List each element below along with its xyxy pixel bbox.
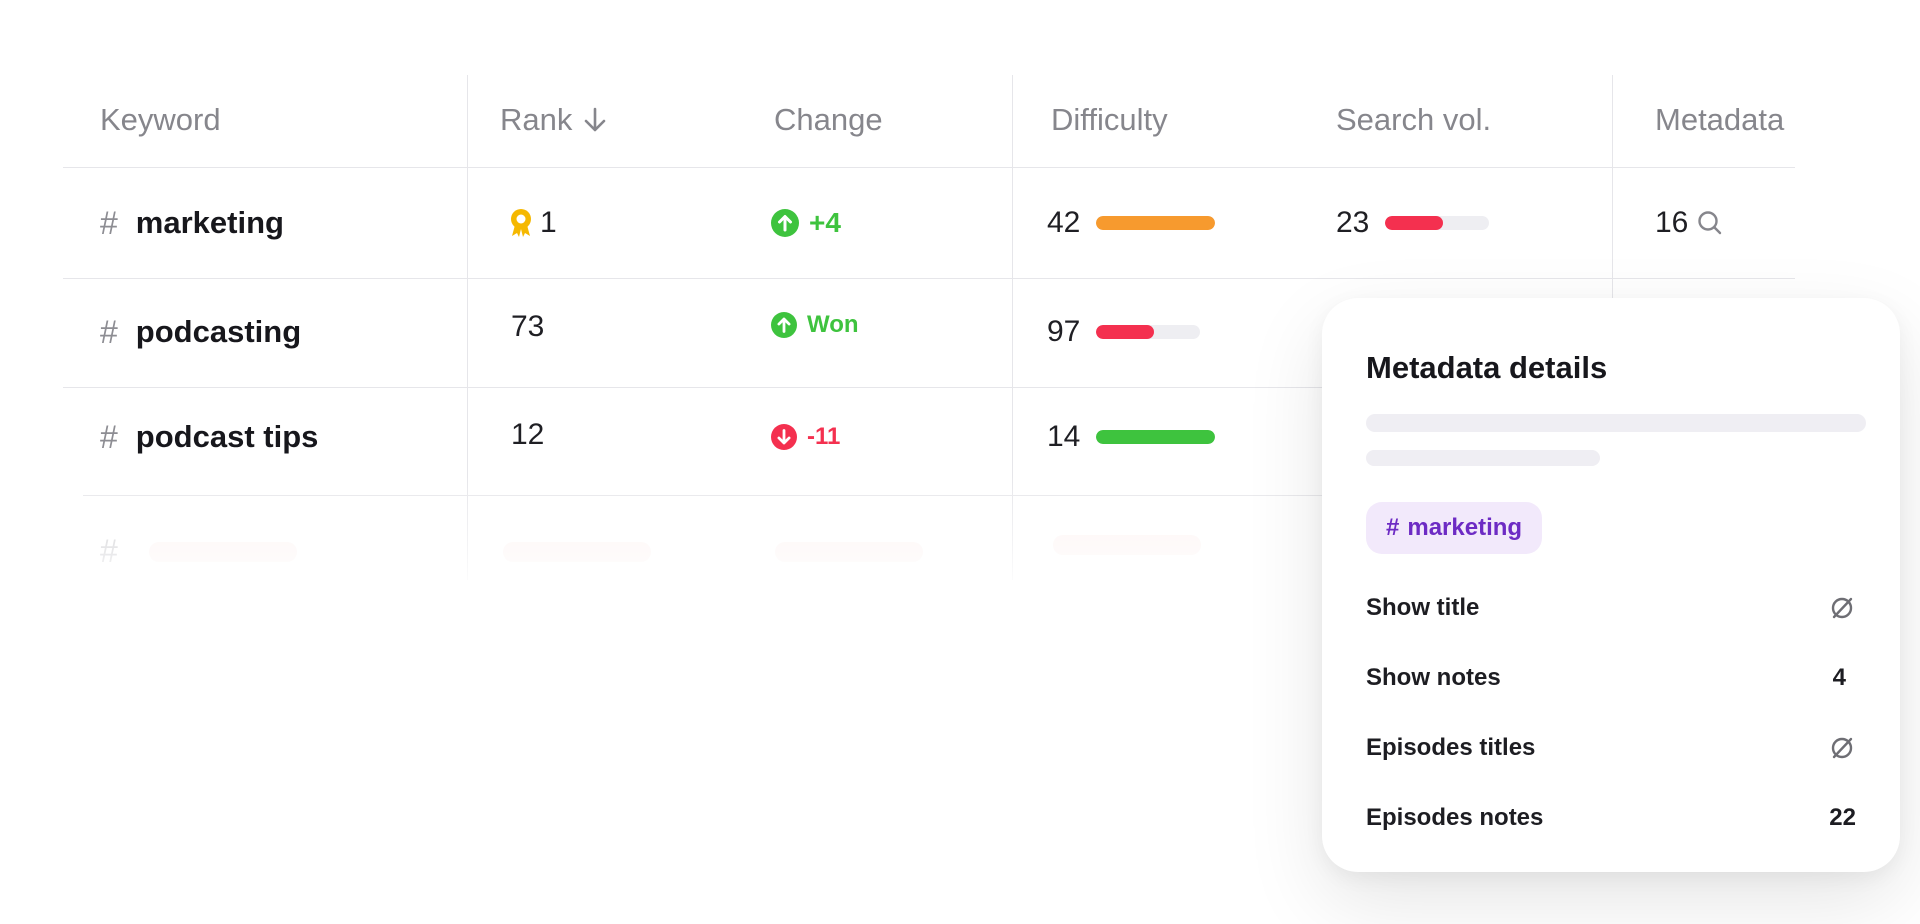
change-cell: -11 <box>771 417 840 457</box>
difficulty-value: 14 <box>1047 420 1081 453</box>
header-search-volume-label: Search vol. <box>1336 102 1492 137</box>
header-rank[interactable]: Rank <box>500 102 608 138</box>
metadata-value <box>1828 594 1856 622</box>
search-volume-value: 23 <box>1336 206 1370 239</box>
sort-down-arrow-icon[interactable] <box>582 105 608 135</box>
keyword-label: podcast tips <box>135 419 319 454</box>
metadata-value: 22 <box>1829 804 1856 831</box>
hash-icon: # <box>100 204 118 241</box>
panel-title: Metadata details <box>1366 350 1608 385</box>
difficulty-bar <box>1096 216 1216 230</box>
skeleton-line <box>1366 414 1866 432</box>
row-divider <box>63 387 1423 388</box>
header-metadata-label: Metadata <box>1655 102 1785 137</box>
arrow-up-circle-icon <box>771 312 797 338</box>
change-value: Won <box>807 311 859 338</box>
difficulty-cell: 14 <box>1047 417 1216 457</box>
change-value: -11 <box>807 423 841 450</box>
difficulty-bar <box>1096 325 1201 339</box>
skeleton-line <box>1366 450 1600 466</box>
keyword-tag-label: marketing <box>1407 514 1523 541</box>
difficulty-bar-fill <box>1096 216 1216 230</box>
search-volume-bar <box>1385 216 1490 230</box>
difficulty-value: 42 <box>1047 206 1081 239</box>
table-row-keyword[interactable]: # podcasting <box>100 312 301 352</box>
rank-value: 12 <box>511 418 545 451</box>
metadata-details-panel: Metadata details # marketing Show title … <box>1322 298 1900 872</box>
table-row-keyword[interactable]: # marketing <box>100 203 284 243</box>
change-cell: +4 <box>771 203 841 243</box>
rank-cell: 12 <box>511 415 544 455</box>
search-volume-cell: 23 <box>1336 203 1490 243</box>
metadata-row-show-notes: Show notes 4 <box>1366 658 1856 698</box>
row-divider <box>83 495 1423 496</box>
difficulty-cell: 97 <box>1047 312 1201 352</box>
header-change[interactable]: Change <box>774 102 883 138</box>
hash-icon: # <box>100 313 118 350</box>
metadata-cell[interactable]: 16 <box>1655 203 1724 243</box>
rank-value: 1 <box>540 206 557 239</box>
metadata-label: Show notes <box>1366 664 1501 691</box>
header-rank-label: Rank <box>500 102 573 137</box>
metadata-value: 16 <box>1655 206 1689 239</box>
header-change-label: Change <box>774 102 883 137</box>
column-divider <box>1012 75 1013 580</box>
difficulty-bar-fill <box>1096 325 1154 339</box>
row-divider <box>63 278 1795 279</box>
skeleton-placeholder <box>149 542 297 562</box>
metadata-row-episodes-notes: Episodes notes 22 <box>1366 798 1856 838</box>
change-value: +4 <box>809 207 841 238</box>
skeleton-placeholder <box>1053 535 1201 555</box>
column-divider <box>467 75 468 580</box>
metadata-row-show-title: Show title <box>1366 588 1856 628</box>
arrow-up-circle-icon <box>771 209 799 237</box>
skeleton-placeholder <box>775 542 923 562</box>
search-icon[interactable] <box>1696 209 1724 237</box>
row-divider <box>63 167 1795 168</box>
rank-cell: 73 <box>511 307 544 347</box>
keyword-label: marketing <box>135 205 284 240</box>
metadata-row-episodes-titles: Episodes titles <box>1366 728 1856 768</box>
search-volume-bar-fill <box>1385 216 1443 230</box>
table-row-keyword[interactable]: # podcast tips <box>100 417 318 457</box>
keyword-label: podcasting <box>135 314 302 349</box>
header-difficulty-label: Difficulty <box>1051 102 1168 137</box>
header-difficulty[interactable]: Difficulty <box>1051 102 1168 138</box>
placeholder-row: # <box>100 531 136 571</box>
header-search-volume[interactable]: Search vol. <box>1336 102 1491 138</box>
metadata-label: Episodes notes <box>1366 804 1544 831</box>
rank-cell: 1 <box>508 203 557 243</box>
change-cell: Won <box>771 305 859 345</box>
arrow-down-circle-icon <box>771 424 797 450</box>
metadata-label: Show title <box>1366 594 1480 621</box>
skeleton-placeholder <box>503 542 651 562</box>
difficulty-bar <box>1096 430 1216 444</box>
column-divider <box>1612 75 1613 305</box>
empty-set-icon <box>1831 737 1853 759</box>
hash-icon: # <box>1386 514 1400 541</box>
difficulty-cell: 42 <box>1047 203 1216 243</box>
rank-value: 73 <box>511 310 545 343</box>
hash-icon: # <box>100 532 118 569</box>
metadata-value: 4 <box>1832 664 1846 691</box>
award-icon <box>511 209 531 237</box>
header-metadata[interactable]: Metadata <box>1655 102 1784 138</box>
empty-set-icon <box>1831 597 1853 619</box>
header-keyword-label: Keyword <box>100 102 221 137</box>
difficulty-value: 97 <box>1047 315 1081 348</box>
metadata-label: Episodes titles <box>1366 734 1536 761</box>
header-keyword[interactable]: Keyword <box>100 102 221 138</box>
keyword-tag[interactable]: # marketing <box>1366 502 1543 554</box>
difficulty-bar-fill <box>1096 430 1216 444</box>
hash-icon: # <box>100 418 118 455</box>
metadata-value <box>1828 734 1856 762</box>
